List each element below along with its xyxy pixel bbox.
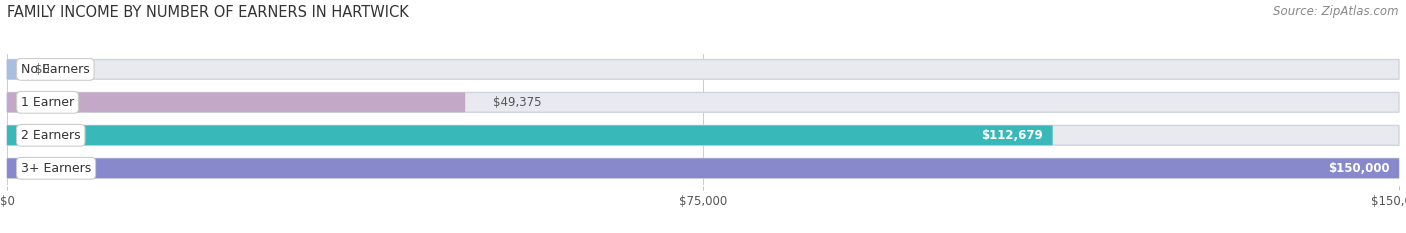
FancyBboxPatch shape (7, 93, 1399, 112)
Text: $150,000: $150,000 (1329, 162, 1389, 175)
Text: FAMILY INCOME BY NUMBER OF EARNERS IN HARTWICK: FAMILY INCOME BY NUMBER OF EARNERS IN HA… (7, 5, 409, 20)
FancyBboxPatch shape (7, 125, 1399, 145)
FancyBboxPatch shape (7, 158, 1399, 178)
Text: $0: $0 (35, 63, 49, 76)
FancyBboxPatch shape (7, 93, 465, 112)
FancyBboxPatch shape (7, 158, 1399, 178)
Text: 2 Earners: 2 Earners (21, 129, 80, 142)
FancyBboxPatch shape (7, 59, 1399, 79)
Text: No Earners: No Earners (21, 63, 90, 76)
FancyBboxPatch shape (7, 59, 90, 79)
Text: 1 Earner: 1 Earner (21, 96, 75, 109)
Text: $112,679: $112,679 (981, 129, 1043, 142)
Text: 3+ Earners: 3+ Earners (21, 162, 91, 175)
FancyBboxPatch shape (7, 125, 1053, 145)
Text: $49,375: $49,375 (494, 96, 541, 109)
Text: Source: ZipAtlas.com: Source: ZipAtlas.com (1274, 5, 1399, 18)
